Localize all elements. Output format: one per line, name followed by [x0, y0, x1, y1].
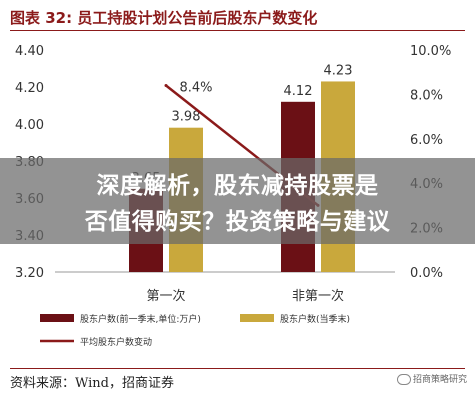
- line-point: [164, 84, 168, 88]
- overlay-title-line-2: 否值得购买？投资策略与建议: [84, 209, 391, 235]
- overlay-title-line-1: 深度解析，股东减持股票是: [96, 173, 379, 199]
- wechat-icon: [396, 374, 411, 385]
- source-note: 资料来源：Wind，招商证券: [10, 376, 174, 391]
- right-axis-tick-label: 10.0%: [410, 44, 451, 59]
- legend-entry: 股东户数(当季末): [280, 313, 350, 325]
- watermark: 招商策略研究: [396, 372, 467, 385]
- watermark-text: 招商策略研究: [412, 375, 467, 385]
- right-axis-tick-label: 0.0%: [410, 266, 443, 281]
- legend-swatch: [240, 314, 274, 322]
- legend-entry: 股东户数(前一季末,单位:万户): [80, 313, 201, 325]
- article-title-overlay: 深度解析，股东减持股票是 否值得购买？投资策略与建议: [0, 158, 475, 244]
- chart-title: 图表 32: 员工持股计划公告前后股东户数变化: [10, 9, 318, 27]
- right-axis-tick-label: 8.0%: [410, 88, 443, 103]
- bar-data-label: 4.12: [284, 84, 313, 99]
- source-rule: [10, 368, 465, 369]
- left-axis-tick-label: 3.20: [15, 266, 44, 281]
- left-axis-tick-label: 4.00: [15, 118, 44, 133]
- category-label: 第一次: [146, 288, 185, 304]
- left-axis-tick-label: 4.40: [15, 44, 44, 59]
- title-rule: [10, 30, 465, 31]
- legend-swatch: [40, 314, 74, 322]
- category-label: 非第一次: [292, 288, 344, 304]
- left-axis-tick-label: 4.20: [15, 81, 44, 96]
- line-data-label: 8.4%: [179, 81, 212, 96]
- bar-data-label: 3.98: [172, 110, 201, 125]
- right-axis-tick-label: 6.0%: [410, 133, 443, 148]
- bar-data-label: 4.23: [324, 63, 353, 78]
- legend-entry: 平均股东户数变动: [80, 336, 152, 348]
